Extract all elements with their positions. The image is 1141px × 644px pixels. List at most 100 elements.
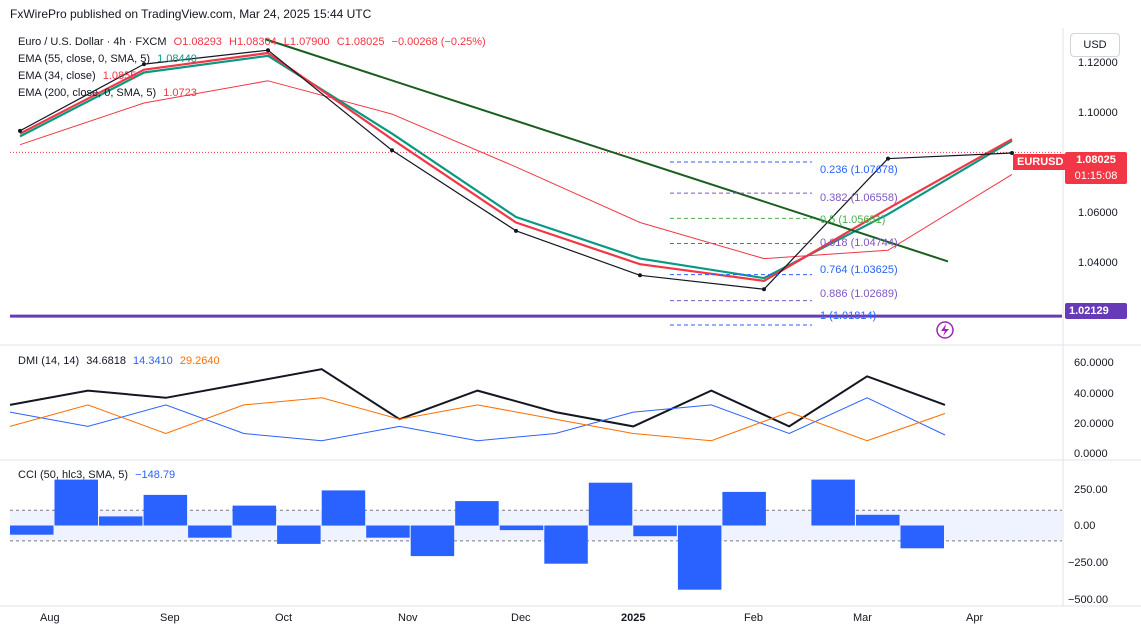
ticker-tag: EURUSD [1013, 154, 1068, 170]
cci-bar [811, 479, 855, 526]
dmi-minus-value: 29.2640 [179, 355, 220, 367]
cci-bar [99, 516, 143, 526]
cci-bar [410, 525, 455, 557]
cci-bar [321, 490, 366, 526]
currency-button[interactable]: USD [1070, 33, 1120, 57]
cci-bar [54, 479, 98, 526]
ema-200-label: EMA (200, close, 0, SMA, 5) [18, 87, 157, 99]
cci-bar [856, 514, 900, 526]
countdown: 01:15:08 [1074, 170, 1118, 182]
cci-bar [677, 525, 722, 590]
ema-200-path [19, 80, 1013, 260]
cci-tick: −500.00 [1068, 594, 1109, 606]
price-point [638, 273, 642, 278]
dmi-plus-line [9, 397, 946, 442]
overlays [10, 38, 1062, 339]
cci-bar [277, 525, 321, 544]
ema-34-path [19, 51, 1013, 282]
cci-bar [722, 491, 766, 526]
price-tick: 1.10000 [1078, 107, 1118, 119]
dmi-adx-value: 34.6818 [86, 355, 126, 367]
cci-tick: 0.00 [1074, 520, 1096, 532]
ema-34-line [19, 51, 1013, 282]
ema-55-line [19, 54, 1013, 280]
price-point [514, 228, 518, 233]
price-point [266, 48, 270, 53]
ema-55-path [19, 54, 1013, 280]
cci-bar [544, 525, 588, 564]
ema-55-legend[interactable]: EMA (55, close, 0, SMA, 5) 1.08440 [18, 53, 197, 65]
ema-55-label: EMA (55, close, 0, SMA, 5) [18, 53, 151, 65]
published-header: FxWirePro published on TradingView.com, … [10, 7, 372, 21]
price-point [762, 287, 766, 292]
ohlc-change: −0.00268 (−0.25%) [391, 36, 486, 48]
fib-label: 0.382 (1.06558) [820, 192, 898, 204]
dmi-plus-value: 14.3410 [133, 355, 173, 367]
fib-label: 0.618 (1.04744) [820, 237, 898, 249]
cci-bar [10, 525, 54, 535]
alert-bolt-ring [936, 321, 954, 339]
downtrend-line [264, 38, 949, 263]
cci-bar [588, 482, 633, 526]
time-tick: Oct [275, 612, 293, 624]
alert-bolt-icon [936, 321, 954, 339]
support-price-badge: 1.02129 [1065, 303, 1127, 319]
price-point [142, 62, 146, 67]
cci-bar [499, 525, 544, 531]
dmi-tick: 20.0000 [1074, 418, 1114, 430]
alert-bolt-glyph [941, 324, 949, 336]
price-point [886, 156, 890, 161]
dmi-legend[interactable]: DMI (14, 14) 34.6818 14.3410 29.2640 [18, 355, 220, 367]
cci-tick: −250.00 [1068, 557, 1109, 569]
cci-value: −148.79 [135, 469, 176, 481]
ohlc-low: L1.07900 [283, 36, 330, 48]
cci-bar [900, 525, 944, 549]
time-tick: Aug [40, 612, 60, 624]
cci-label: CCI (50, hlc3, SMA, 5) [18, 469, 129, 481]
symbol-legend: Euro / U.S. Dollar · 4h · FXCM O1.08293 … [18, 36, 486, 48]
dmi-adx-line [9, 368, 946, 428]
cci-bar [633, 525, 677, 537]
dmi-tick: 0.0000 [1074, 448, 1108, 460]
dmi-label: DMI (14, 14) [18, 355, 80, 367]
dmi-tick: 40.0000 [1074, 388, 1114, 400]
time-tick: Nov [398, 612, 418, 624]
ohlc-high: H1.08304 [229, 36, 277, 48]
cci-bar [188, 525, 232, 538]
last-price-box: 1.08025 01:15:08 [1065, 152, 1127, 184]
fib-label: 0.764 (1.03625) [820, 264, 898, 276]
cci-bar [143, 494, 188, 526]
price-tick: 1.12000 [1078, 57, 1118, 69]
ema-34-label: EMA (34, close) [18, 70, 96, 82]
price-candles [18, 48, 1014, 292]
symbol-title[interactable]: Euro / U.S. Dollar · 4h · FXCM [18, 36, 167, 48]
ema-34-legend[interactable]: EMA (34, close) 1.0855 [18, 70, 136, 82]
time-tick: Sep [160, 612, 180, 624]
time-tick: 2025 [621, 612, 646, 624]
price-point [390, 148, 394, 153]
time-tick: Feb [744, 612, 763, 624]
cci-tick: 250.00 [1074, 484, 1108, 496]
ohlc-close: C1.08025 [336, 36, 385, 48]
dmi-minus-line [9, 397, 946, 442]
dmi-tick: 60.0000 [1074, 357, 1114, 369]
price-tick: 1.04000 [1078, 257, 1118, 269]
price-point [18, 128, 22, 133]
ema-200-value: 1.0723 [163, 87, 197, 99]
cci-legend[interactable]: CCI (50, hlc3, SMA, 5) −148.79 [18, 469, 175, 481]
ema-34-value: 1.0855 [102, 70, 137, 82]
ohlc-open: O1.08293 [173, 36, 222, 48]
dmi-lines [9, 368, 946, 442]
cci-histogram [10, 479, 1062, 590]
fib-label: 0.886 (1.02689) [820, 288, 898, 300]
cci-bar [455, 501, 499, 526]
ema-200-line [19, 80, 1013, 260]
ema-200-legend[interactable]: EMA (200, close, 0, SMA, 5) 1.0723 [18, 87, 197, 99]
time-tick: Apr [966, 612, 984, 624]
time-tick: Mar [853, 612, 872, 624]
cci-bar [366, 525, 410, 538]
fib-label: 0.236 (1.07678) [820, 164, 898, 176]
cci-bar [232, 505, 277, 526]
grid [0, 28, 1141, 607]
